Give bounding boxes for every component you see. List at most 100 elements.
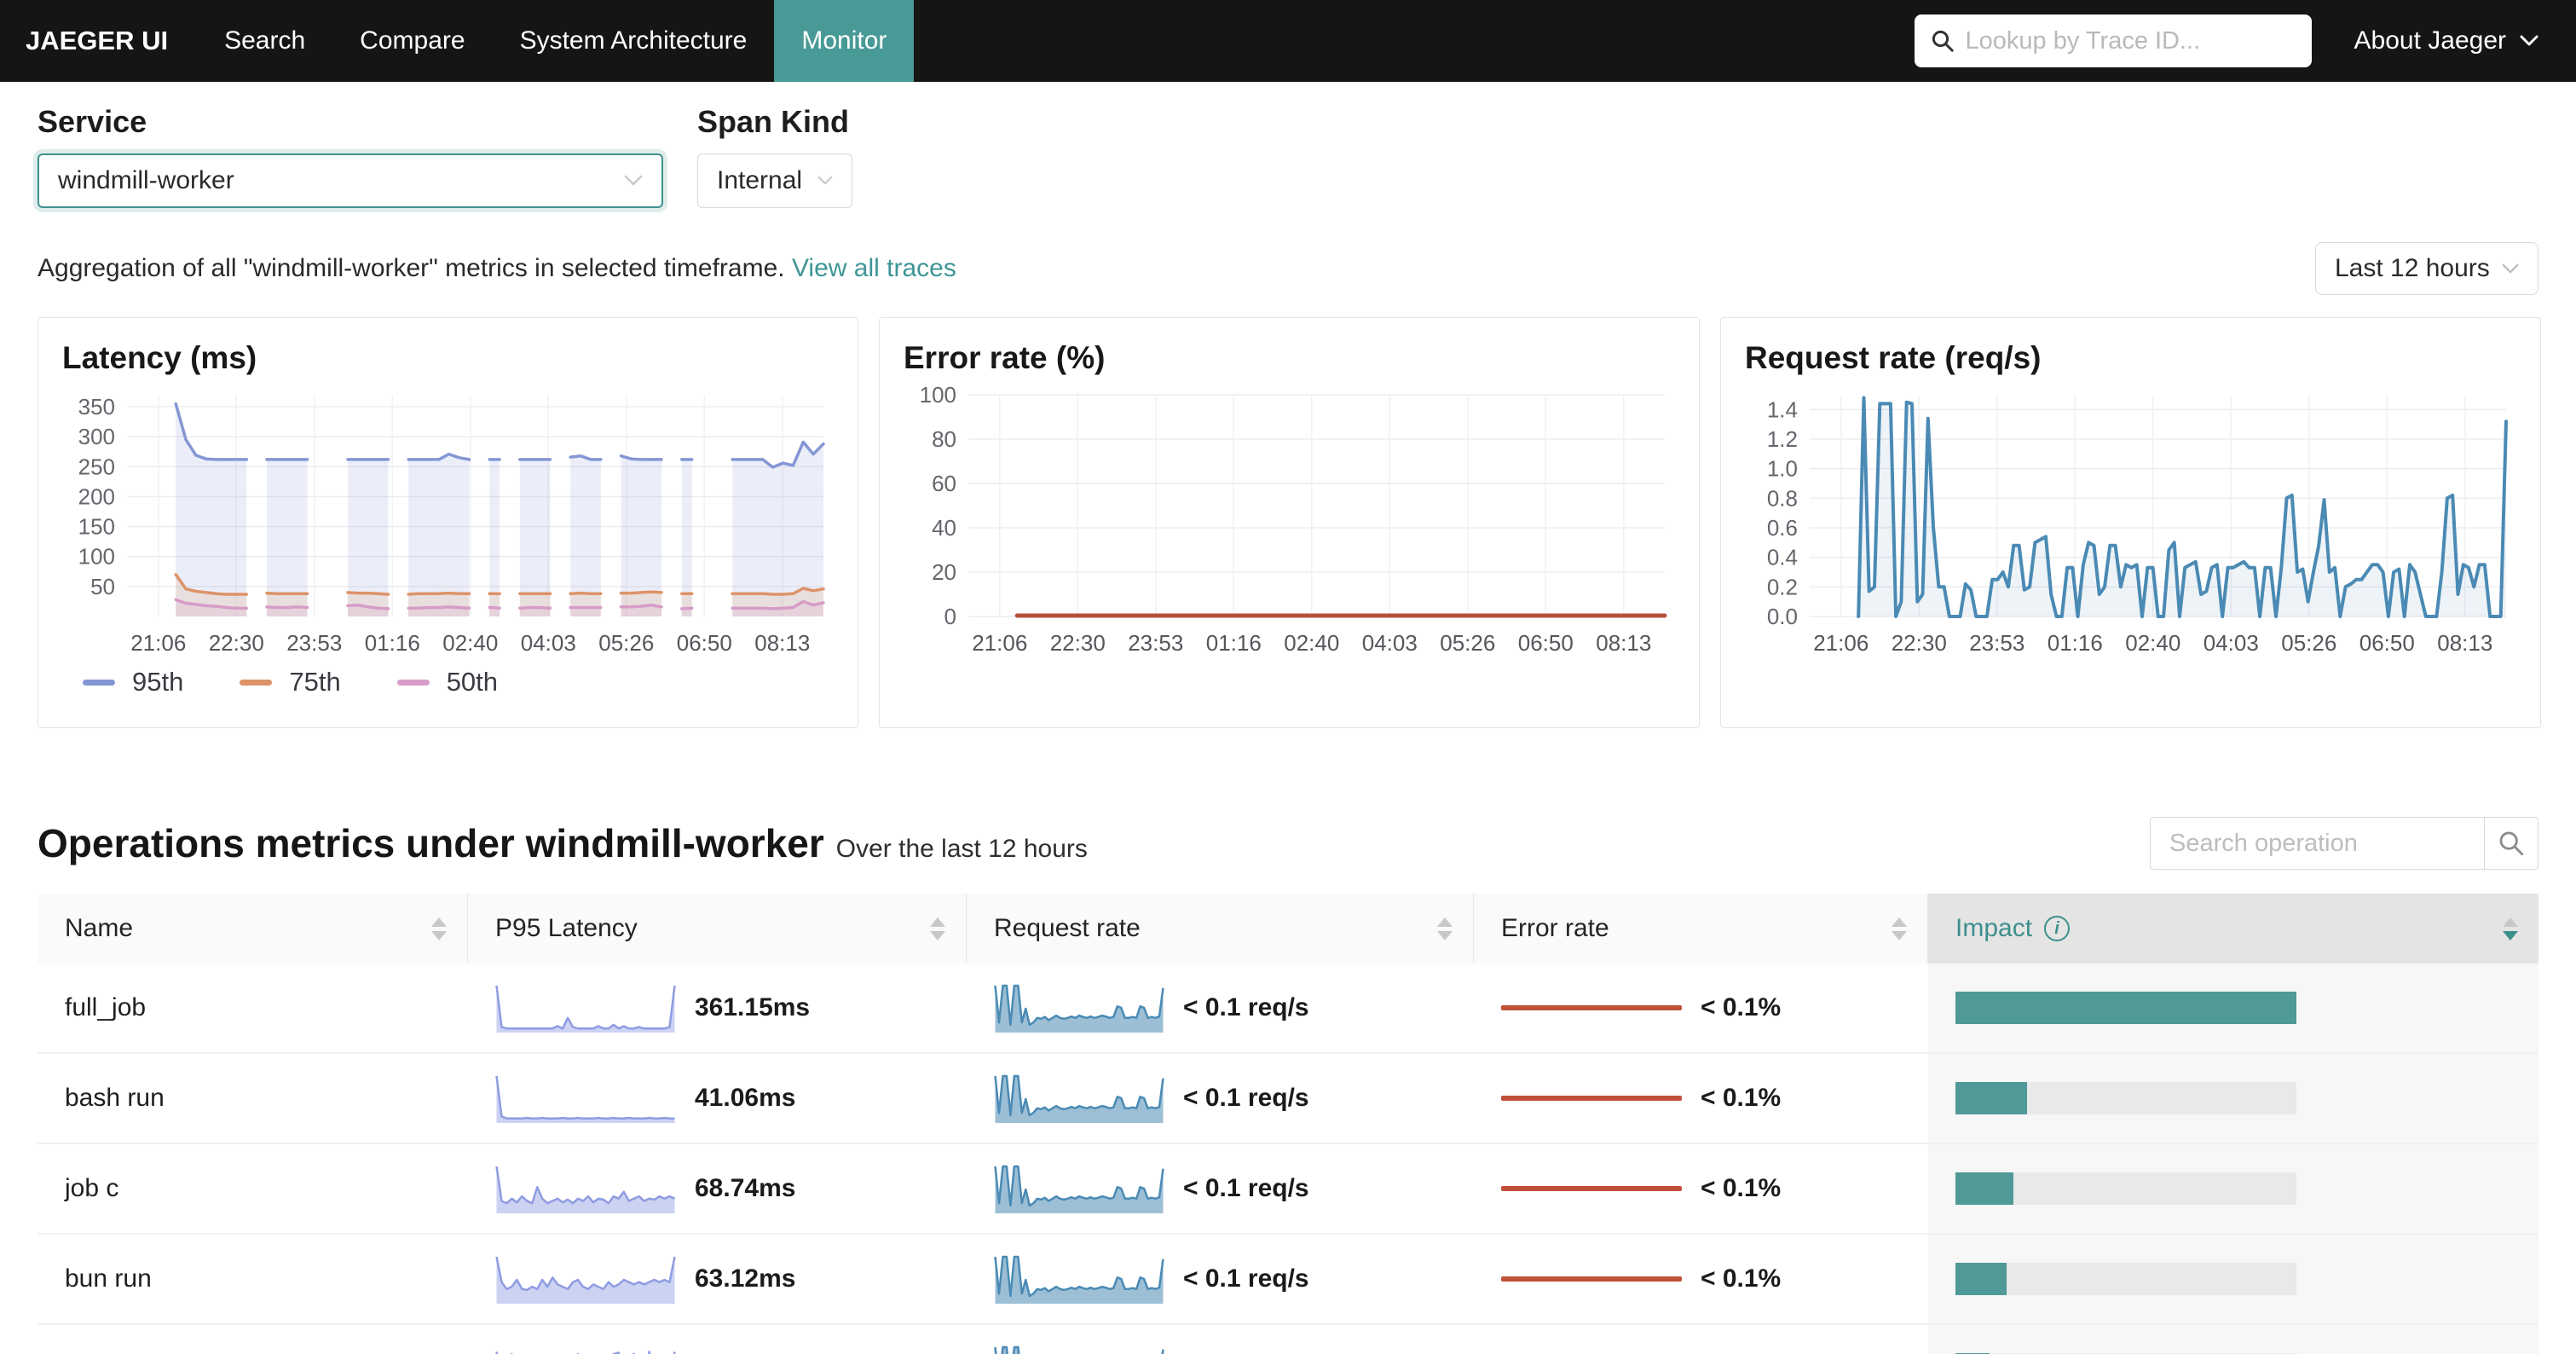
span-kind-select[interactable]: Internal bbox=[697, 153, 852, 208]
svg-text:20: 20 bbox=[932, 559, 956, 585]
svg-text:01:16: 01:16 bbox=[365, 630, 420, 656]
timeframe-select[interactable]: Last 12 hours bbox=[2315, 242, 2538, 295]
operation-name-cell[interactable]: bash run bbox=[38, 1054, 468, 1143]
sort-icon[interactable] bbox=[1437, 917, 1453, 940]
svg-text:23:53: 23:53 bbox=[1969, 630, 2024, 656]
svg-text:250: 250 bbox=[78, 454, 115, 479]
about-jaeger-menu[interactable]: About Jaeger bbox=[2354, 0, 2576, 82]
operation-name[interactable]: full_job bbox=[65, 993, 147, 1021]
error-rate-cell: < 0.1% bbox=[1474, 1325, 1928, 1354]
svg-text:06:50: 06:50 bbox=[1518, 630, 1574, 656]
column-header-impact[interactable]: Impact i bbox=[1928, 894, 2538, 963]
latency-chart-title: Latency (ms) bbox=[62, 340, 257, 375]
svg-text:0.4: 0.4 bbox=[1767, 545, 1798, 570]
svg-text:02:40: 02:40 bbox=[1284, 630, 1339, 656]
sort-icon[interactable] bbox=[1892, 917, 1907, 940]
legend-item-75th[interactable]: 75th bbox=[240, 667, 341, 697]
nav-item-search[interactable]: Search bbox=[224, 26, 306, 55]
svg-text:200: 200 bbox=[78, 483, 115, 509]
operations-header: Operations metrics under windmill-worker… bbox=[38, 817, 2538, 870]
svg-text:05:26: 05:26 bbox=[2281, 630, 2336, 656]
operation-name-cell[interactable]: full_job bbox=[38, 963, 468, 1052]
legend-swatch bbox=[83, 679, 115, 686]
request-rate-sparkline bbox=[994, 984, 1164, 1033]
aggregation-text: Aggregation of all "windmill-worker" met… bbox=[38, 254, 785, 282]
svg-text:0.0: 0.0 bbox=[1767, 604, 1798, 629]
trace-lookup-input[interactable] bbox=[1965, 26, 2296, 55]
app-brand[interactable]: JAEGER UI bbox=[26, 26, 169, 55]
legend-label: 95th bbox=[132, 667, 184, 697]
operation-name[interactable]: bun run bbox=[65, 1264, 152, 1293]
column-header-p95-latency[interactable]: P95 Latency bbox=[468, 894, 967, 963]
nav-item-monitor[interactable]: Monitor bbox=[774, 0, 915, 82]
search-icon bbox=[1930, 28, 1955, 54]
svg-text:05:26: 05:26 bbox=[598, 630, 654, 656]
legend-item-50th[interactable]: 50th bbox=[396, 667, 499, 697]
latency-sparkline bbox=[495, 1351, 676, 1354]
service-select[interactable]: windmill-worker bbox=[38, 153, 663, 208]
svg-text:1.4: 1.4 bbox=[1767, 396, 1798, 422]
column-header-name[interactable]: Name bbox=[38, 894, 468, 963]
impact-cell bbox=[1928, 1235, 2538, 1323]
sort-icon[interactable] bbox=[2503, 917, 2518, 940]
request-rate-value: < 0.1 req/s bbox=[1183, 1264, 1309, 1293]
column-header-error-rate-label: Error rate bbox=[1501, 914, 1609, 942]
span-kind-select-value: Internal bbox=[717, 166, 803, 194]
about-jaeger-label: About Jaeger bbox=[2354, 26, 2506, 55]
sort-icon[interactable] bbox=[930, 917, 945, 940]
column-header-p95-latency-label: P95 Latency bbox=[495, 914, 638, 942]
operation-name[interactable]: bash run bbox=[65, 1084, 165, 1112]
svg-text:150: 150 bbox=[78, 514, 115, 540]
request-rate-chart-card: Request rate (req/s) 0.0 0.2 0.4 0.6 0.8 1.0 1… bbox=[1720, 317, 2541, 728]
legend-label: 75th bbox=[289, 667, 341, 697]
request-rate-cell: < 0.1 req/s bbox=[967, 1054, 1474, 1143]
timeframe-select-value: Last 12 hours bbox=[2335, 254, 2490, 282]
request-rate-cell: < 0.1 req/s bbox=[967, 1325, 1474, 1354]
p95-latency-cell: 41.06ms bbox=[468, 1054, 967, 1143]
svg-text:08:13: 08:13 bbox=[2437, 630, 2492, 656]
p95-latency-cell: 361.15ms bbox=[468, 963, 967, 1052]
operation-name[interactable]: job c bbox=[65, 1174, 119, 1202]
trace-lookup-box[interactable] bbox=[1914, 14, 2312, 67]
nav-item-compare[interactable]: Compare bbox=[360, 26, 465, 55]
request-rate-chart: 0.0 0.2 0.4 0.6 0.8 1.0 1.2 1.4 21:06 22:30 23:53 0… bbox=[1767, 395, 2508, 656]
latency-sparkline bbox=[495, 1075, 675, 1123]
legend-item-95th[interactable]: 95th bbox=[83, 667, 183, 697]
p95-latency-cell: 44.49ms bbox=[468, 1325, 967, 1354]
operations-table: Name P95 Latency Request rate Error rate… bbox=[38, 894, 2538, 1354]
column-header-request-rate[interactable]: Request rate bbox=[967, 894, 1474, 963]
service-select-value: windmill-worker bbox=[58, 166, 234, 194]
svg-text:21:06: 21:06 bbox=[130, 630, 186, 656]
info-icon[interactable]: i bbox=[2044, 916, 2071, 941]
error-rate-value: < 0.1% bbox=[1701, 1264, 1782, 1293]
top-nav: JAEGER UI Search Compare System Architec… bbox=[0, 0, 2576, 82]
svg-text:22:30: 22:30 bbox=[209, 630, 264, 656]
table-row: bash run 41.06ms < 0.1 req/s < 0.1% bbox=[38, 1054, 2538, 1144]
sort-icon[interactable] bbox=[431, 917, 447, 940]
impact-bar-track bbox=[1955, 992, 2296, 1024]
svg-text:0.8: 0.8 bbox=[1767, 485, 1798, 511]
error-rate-cell: < 0.1% bbox=[1474, 1144, 1928, 1233]
svg-text:80: 80 bbox=[932, 426, 956, 452]
latency-value: 41.06ms bbox=[695, 1084, 796, 1112]
operation-name-cell[interactable]: job d bbox=[38, 1325, 468, 1354]
view-all-traces-link[interactable]: View all traces bbox=[791, 254, 956, 282]
chevron-down-icon bbox=[2520, 35, 2538, 47]
column-header-impact-label: Impact bbox=[1955, 914, 2033, 942]
operation-search-input[interactable] bbox=[2150, 817, 2484, 870]
request-rate-sparkline bbox=[994, 1255, 1164, 1304]
service-label: Service bbox=[38, 104, 147, 139]
svg-text:50: 50 bbox=[90, 574, 115, 599]
operation-name-cell[interactable]: bun run bbox=[38, 1235, 468, 1323]
svg-text:21:06: 21:06 bbox=[1813, 630, 1868, 656]
impact-bar-track bbox=[1955, 1172, 2296, 1205]
span-kind-label: Span Kind bbox=[697, 104, 849, 139]
operation-name-cell[interactable]: job c bbox=[38, 1144, 468, 1233]
latency-value: 63.12ms bbox=[695, 1264, 796, 1293]
legend-label: 50th bbox=[446, 667, 499, 697]
column-header-error-rate[interactable]: Error rate bbox=[1474, 894, 1928, 963]
svg-text:02:40: 02:40 bbox=[442, 630, 498, 656]
chevron-down-icon bbox=[817, 176, 833, 186]
nav-item-system-architecture[interactable]: System Architecture bbox=[519, 26, 748, 55]
operation-search-button[interactable] bbox=[2484, 817, 2538, 870]
